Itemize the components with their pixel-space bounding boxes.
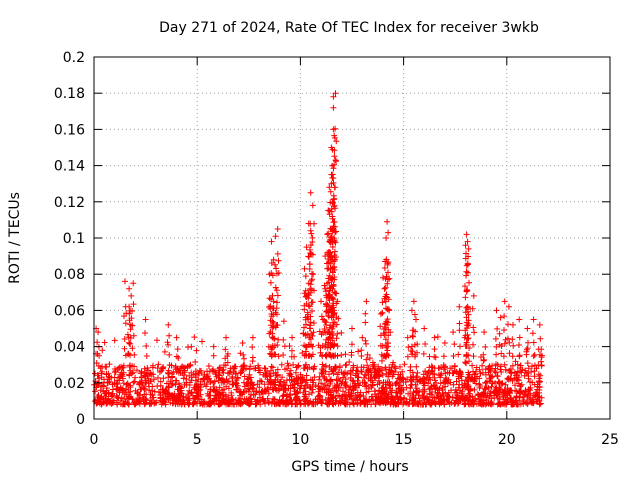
y-tick-label: 0.2 bbox=[63, 50, 85, 66]
y-tick-label: 0.06 bbox=[54, 303, 85, 319]
x-tick-label: 0 bbox=[90, 432, 99, 448]
grid-lines bbox=[94, 57, 610, 419]
y-axis-label: ROTI / TECUs bbox=[7, 192, 23, 284]
axis-ticks bbox=[93, 56, 611, 420]
x-tick-labels: 0 5 10 15 20 25 bbox=[90, 432, 619, 448]
y-tick-label: 0.16 bbox=[54, 122, 85, 138]
x-tick-label: 10 bbox=[291, 432, 309, 448]
x-tick-label: 5 bbox=[193, 432, 202, 448]
y-tick-label: 0.14 bbox=[54, 159, 85, 175]
y-tick-label: 0.08 bbox=[54, 267, 85, 283]
x-tick-label: 20 bbox=[498, 432, 516, 448]
x-tick-label: 15 bbox=[395, 432, 413, 448]
data-points bbox=[91, 90, 545, 408]
y-tick-label: 0.02 bbox=[54, 376, 85, 392]
chart-title: Day 271 of 2024, Rate Of TEC Index for r… bbox=[159, 20, 539, 36]
y-tick-label: 0.1 bbox=[63, 231, 85, 247]
x-tick-label: 25 bbox=[601, 432, 619, 448]
y-tick-label: 0.04 bbox=[54, 340, 85, 356]
x-axis-label: GPS time / hours bbox=[291, 459, 408, 475]
y-tick-label: 0.12 bbox=[54, 195, 85, 211]
y-tick-labels: 0 0.02 0.04 0.06 0.08 0.1 0.12 0.14 0.16 0.18 0.2 bbox=[54, 50, 85, 428]
y-tick-label: 0 bbox=[76, 412, 85, 428]
y-tick-label: 0.18 bbox=[54, 86, 85, 102]
roti-series-markers bbox=[91, 90, 545, 408]
